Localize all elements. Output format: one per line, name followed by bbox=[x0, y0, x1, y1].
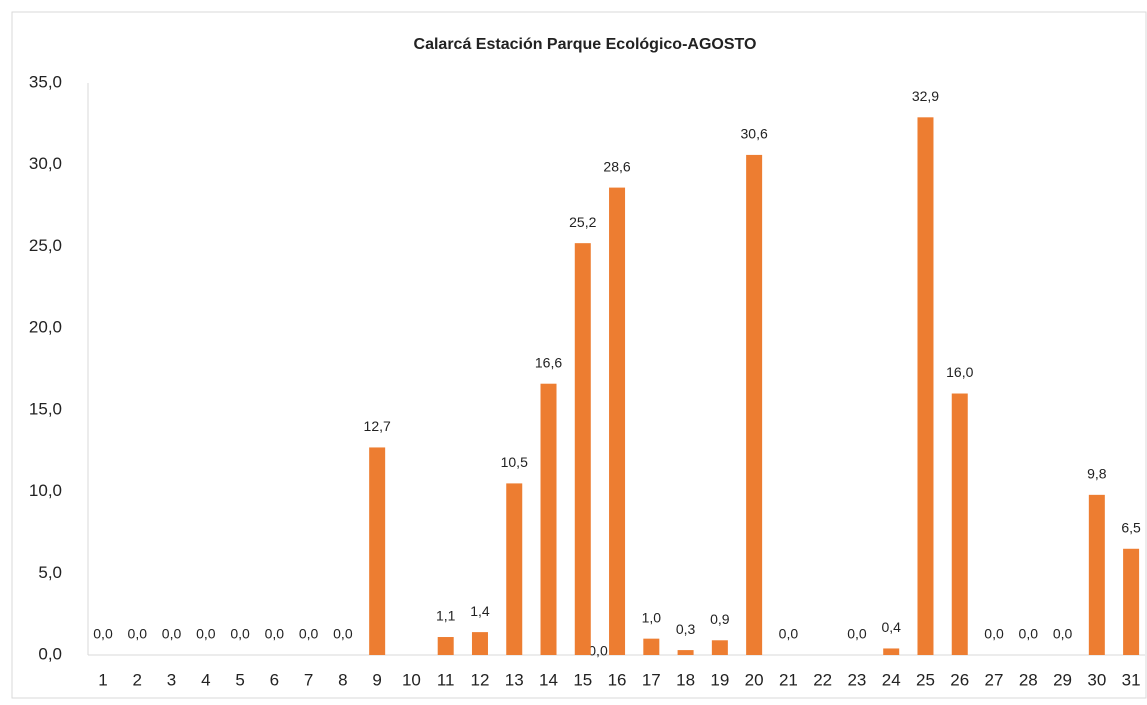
value-label: 28,6 bbox=[603, 158, 630, 174]
x-tick-label: 26 bbox=[950, 670, 969, 689]
value-label: 0,0 bbox=[162, 626, 182, 642]
bar bbox=[540, 383, 557, 655]
value-label: 1,4 bbox=[470, 603, 490, 619]
value-label: 16,6 bbox=[535, 354, 562, 370]
value-label: 1,0 bbox=[642, 609, 662, 625]
value-label: 0,3 bbox=[676, 621, 696, 637]
value-label: 25,2 bbox=[569, 214, 596, 230]
bar bbox=[506, 483, 523, 655]
y-tick-label: 5,0 bbox=[38, 563, 62, 582]
value-label: 6,5 bbox=[1121, 519, 1141, 535]
bar bbox=[883, 648, 900, 655]
x-tick-label: 16 bbox=[608, 670, 627, 689]
value-label: 0,4 bbox=[881, 619, 901, 635]
bar bbox=[711, 640, 728, 655]
value-label: 0,0 bbox=[230, 626, 250, 642]
x-tick-label: 31 bbox=[1122, 670, 1141, 689]
x-tick-label: 4 bbox=[201, 670, 210, 689]
x-tick-label: 27 bbox=[985, 670, 1004, 689]
bar bbox=[643, 638, 660, 655]
value-label: 0,0 bbox=[299, 626, 319, 642]
y-tick-label: 10,0 bbox=[29, 481, 62, 500]
value-label: 9,8 bbox=[1087, 466, 1107, 482]
value-label: 0,9 bbox=[710, 611, 730, 627]
x-tick-label: 9 bbox=[372, 670, 381, 689]
bar bbox=[951, 393, 968, 655]
value-label: 32,9 bbox=[912, 88, 939, 104]
x-tick-label: 20 bbox=[745, 670, 764, 689]
bar bbox=[917, 117, 934, 655]
bar bbox=[1088, 494, 1105, 655]
x-tick-label: 30 bbox=[1087, 670, 1106, 689]
y-tick-label: 0,0 bbox=[38, 644, 62, 663]
value-label: 0,0 bbox=[1053, 626, 1073, 642]
x-tick-label: 12 bbox=[471, 670, 490, 689]
x-tick-label: 1 bbox=[98, 670, 107, 689]
value-label: 16,0 bbox=[946, 364, 973, 380]
y-tick-label: 20,0 bbox=[29, 318, 62, 337]
x-tick-label: 19 bbox=[710, 670, 729, 689]
x-tick-label: 15 bbox=[573, 670, 592, 689]
x-tick-label: 24 bbox=[882, 670, 901, 689]
x-tick-label: 3 bbox=[167, 670, 176, 689]
bar bbox=[609, 187, 626, 655]
x-tick-label: 28 bbox=[1019, 670, 1038, 689]
annotation: 0,0 bbox=[588, 643, 608, 659]
bar bbox=[369, 447, 386, 655]
value-label: 30,6 bbox=[741, 126, 768, 142]
x-tick-label: 10 bbox=[402, 670, 421, 689]
y-tick-label: 25,0 bbox=[29, 236, 62, 255]
x-tick-label: 14 bbox=[539, 670, 558, 689]
x-tick-label: 29 bbox=[1053, 670, 1072, 689]
y-tick-label: 35,0 bbox=[29, 72, 62, 91]
bar bbox=[437, 637, 454, 655]
value-label: 0,0 bbox=[196, 626, 216, 642]
x-tick-label: 11 bbox=[437, 670, 455, 689]
x-tick-label: 17 bbox=[642, 670, 661, 689]
value-label: 0,0 bbox=[128, 626, 148, 642]
value-label: 0,0 bbox=[265, 626, 285, 642]
value-label: 0,0 bbox=[779, 626, 799, 642]
bar bbox=[677, 650, 694, 655]
value-label: 0,0 bbox=[1019, 626, 1039, 642]
value-label: 0,0 bbox=[333, 626, 353, 642]
x-tick-label: 25 bbox=[916, 670, 935, 689]
bar bbox=[1123, 548, 1140, 655]
x-tick-label: 21 bbox=[779, 670, 798, 689]
x-tick-label: 5 bbox=[235, 670, 244, 689]
x-tick-label: 6 bbox=[270, 670, 279, 689]
x-tick-label: 8 bbox=[338, 670, 347, 689]
value-label: 10,5 bbox=[501, 454, 528, 470]
chart-title: Calarcá Estación Parque Ecológico-AGOSTO bbox=[414, 36, 757, 53]
x-tick-label: 7 bbox=[304, 670, 313, 689]
value-label: 0,0 bbox=[93, 626, 113, 642]
x-tick-label: 13 bbox=[505, 670, 524, 689]
y-tick-label: 15,0 bbox=[29, 399, 62, 418]
value-label: 1,1 bbox=[436, 608, 456, 624]
x-tick-label: 2 bbox=[133, 670, 142, 689]
value-label: 0,0 bbox=[847, 626, 867, 642]
y-tick-label: 30,0 bbox=[29, 154, 62, 173]
value-label: 12,7 bbox=[364, 418, 391, 434]
bar bbox=[746, 154, 763, 655]
x-tick-label: 22 bbox=[813, 670, 832, 689]
value-label: 0,0 bbox=[984, 626, 1004, 642]
bar bbox=[471, 632, 488, 655]
x-tick-label: 23 bbox=[847, 670, 866, 689]
bar bbox=[574, 243, 591, 655]
x-tick-label: 18 bbox=[676, 670, 695, 689]
